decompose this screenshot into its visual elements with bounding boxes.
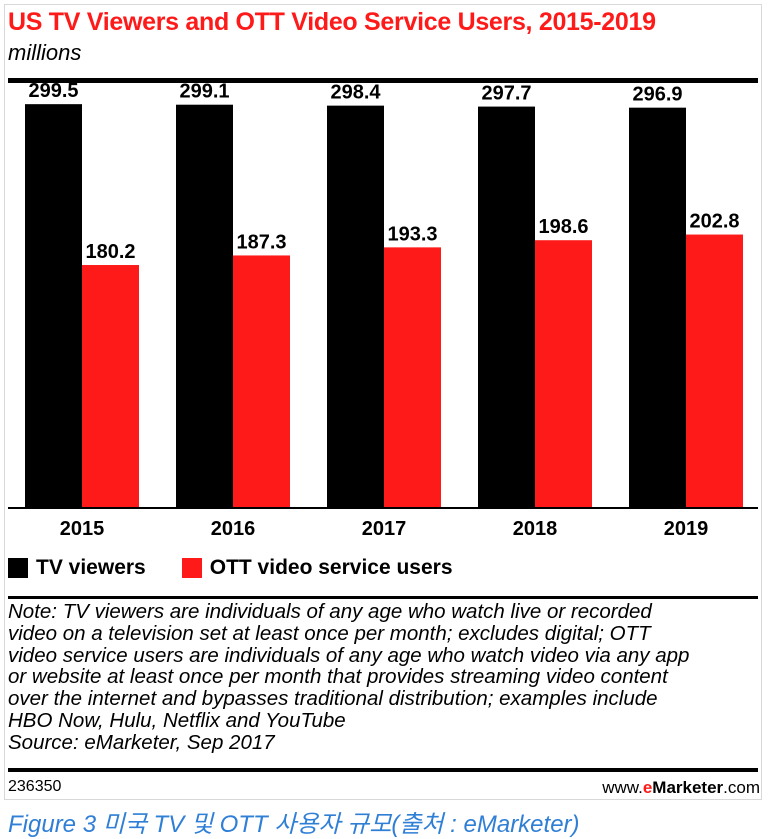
legend-item-ott-users: OTT video service users [181, 556, 453, 580]
brand-prefix: www. [602, 778, 643, 797]
legend: TV viewers OTT video service users [8, 553, 489, 583]
x-tick-label: 2016 [211, 518, 256, 540]
bar-ott-users-2015 [82, 265, 139, 508]
note-line: video on a television set at least once … [8, 621, 651, 645]
bar-tv-viewers-2019 [629, 107, 686, 508]
bar-tv-viewers-2018 [478, 106, 535, 509]
data-label: 202.8 [689, 211, 739, 233]
x-tick-label: 2019 [664, 518, 709, 540]
note-line: or website at least once per month that … [8, 665, 668, 689]
bar-ott-users-2018 [535, 240, 592, 508]
data-label: 299.5 [28, 80, 78, 102]
x-tick-label: 2018 [513, 518, 558, 540]
data-label: 187.3 [236, 231, 286, 253]
data-label: 198.6 [538, 216, 588, 238]
bar-chart: 299.5 180.2 2015 299.1 187.3 2016 298.4 193.3 20… [8, 80, 758, 540]
emarketer-logo: www.eMarketer.com [602, 778, 760, 798]
x-tick-label: 2017 [362, 518, 407, 540]
brand-e: e [642, 778, 653, 797]
data-label: 298.4 [330, 82, 381, 104]
data-label: 299.1 [179, 81, 229, 103]
legend-item-tv-viewers: TV viewers [8, 556, 146, 580]
bar-ott-users-2016 [233, 255, 290, 508]
brand-name: Marketer [652, 778, 724, 797]
bar-tv-viewers-2016 [176, 104, 233, 508]
x-tick-label: 2015 [60, 518, 105, 540]
bar-tv-viewers-2017 [327, 105, 384, 508]
note-line: HBO Now, Hulu, Netflix and YouTube [8, 708, 346, 732]
note-line: over the internet and bypasses tradition… [8, 687, 658, 711]
bar-tv-viewers-2015 [25, 104, 82, 508]
note-line: video service users are individuals of a… [8, 643, 690, 667]
legend-swatch-ott-users [181, 558, 202, 578]
chart-id: 236350 [8, 778, 62, 795]
data-label: 180.2 [85, 241, 135, 263]
brand-suffix: .com [723, 778, 760, 797]
legend-label-tv-viewers: TV viewers [36, 556, 146, 579]
data-label: 297.7 [481, 83, 531, 105]
legend-swatch-tv-viewers [8, 558, 28, 578]
note-line: Note: TV viewers are individuals of any … [8, 600, 652, 623]
chart-title: US TV Viewers and OTT Video Service User… [8, 8, 656, 36]
middle-rule [8, 596, 758, 599]
figure-caption: Figure 3 미국 TV 및 OTT 사용자 규모(출처 : eMarket… [8, 811, 580, 838]
bottom-rule [8, 768, 758, 772]
source-line: Source: eMarketer, Sep 2017 [8, 730, 275, 754]
note-block: Note: TV viewers are individuals of any … [8, 601, 756, 754]
data-label: 296.9 [632, 84, 682, 106]
bar-ott-users-2017 [384, 247, 441, 508]
bar-ott-users-2019 [686, 234, 743, 508]
legend-label-ott-users: OTT video service users [209, 556, 453, 579]
data-label: 193.3 [387, 223, 437, 245]
top-rule [8, 78, 758, 83]
chart-subtitle: millions [8, 40, 82, 65]
